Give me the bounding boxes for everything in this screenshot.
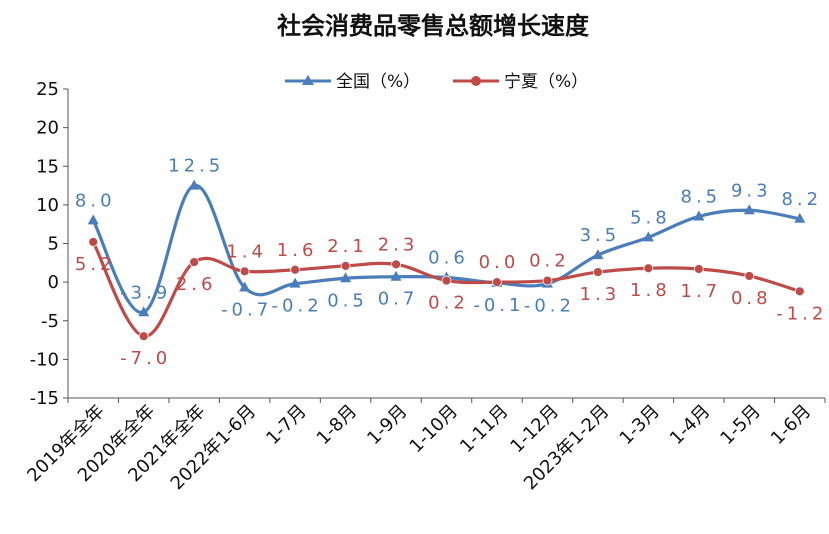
- y-tick-label: 25: [36, 79, 59, 100]
- x-tick-label: 1-9月: [363, 401, 411, 449]
- data-point-national: [188, 179, 200, 190]
- series-line-national: [91, 183, 801, 314]
- data-label-ningxia: 1.7: [681, 281, 722, 302]
- x-tick-label: 1-7月: [262, 401, 310, 449]
- data-label-national: 8.2: [781, 189, 822, 210]
- data-label-ningxia: 0.2: [428, 293, 469, 314]
- data-point-national: [239, 281, 251, 292]
- data-point-national: [87, 214, 99, 225]
- y-tick-label: 10: [36, 195, 59, 216]
- x-tick-label: 1-3月: [616, 401, 664, 449]
- y-tick-label: -5: [41, 311, 59, 332]
- data-label-national: -0.1: [473, 295, 524, 316]
- data-point-ningxia: [643, 263, 654, 274]
- data-label-ningxia: 2.3: [378, 234, 419, 255]
- data-point-ningxia: [340, 261, 351, 271]
- data-point-ningxia: [744, 271, 755, 281]
- data-label-national: -0.2: [524, 296, 575, 317]
- data-label-ningxia: 2.1: [327, 236, 368, 257]
- data-point-national: [642, 231, 654, 242]
- data-point-national: [289, 277, 301, 288]
- data-point-ningxia: [138, 331, 149, 342]
- data-label-ningxia: 0.8: [731, 288, 772, 309]
- x-tick-label: 1-4月: [666, 401, 714, 449]
- data-label-national: 0.7: [378, 289, 419, 310]
- data-label-ningxia: -1.2: [776, 303, 827, 324]
- data-point-ningxia: [593, 267, 603, 277]
- data-point-ningxia: [542, 275, 553, 286]
- data-label-ningxia: 5.2: [75, 254, 116, 275]
- x-tick-label: 1-8月: [313, 401, 361, 449]
- data-label-national: -0.2: [272, 296, 323, 317]
- y-tick-label: -15: [30, 388, 59, 409]
- y-tick-label: 0: [48, 272, 59, 293]
- data-label-national: 5.8: [630, 207, 671, 228]
- data-label-national: 0.5: [327, 290, 368, 311]
- x-tick-label: 1-5月: [716, 401, 764, 449]
- data-label-national: -0.7: [221, 300, 272, 321]
- data-label-national: 8.5: [681, 186, 722, 207]
- data-label-national: 0.6: [428, 247, 469, 268]
- data-point-ningxia: [794, 286, 805, 297]
- data-point-ningxia: [492, 277, 502, 288]
- data-point-ningxia: [189, 257, 200, 267]
- data-label-ningxia: 2.6: [176, 274, 217, 295]
- data-point-national: [390, 270, 402, 281]
- y-tick-label: 15: [36, 156, 59, 177]
- data-label-ningxia: 1.4: [226, 241, 267, 262]
- data-label-ningxia: 0.2: [529, 251, 570, 272]
- y-tick-label: 5: [48, 234, 59, 255]
- data-label-layer: 8.0-3.912.5-0.7 -0.2 0.5 0.70.6-0.1 -0.23.55…: [75, 156, 827, 370]
- data-point-national: [592, 249, 604, 260]
- chart-title: 社会消费品零售总额增长速度: [277, 12, 590, 40]
- legend: 全国（%） 宁夏（%）: [285, 72, 588, 92]
- data-point-ningxia: [441, 275, 452, 286]
- data-point-ningxia: [88, 237, 99, 247]
- data-label-national: 8.0: [75, 190, 116, 211]
- legend-circle-marker-icon: [471, 76, 481, 86]
- legend-triangle-marker-icon: [302, 75, 314, 85]
- data-point-ningxia: [290, 264, 301, 275]
- data-label-ningxia: 1.6: [277, 240, 318, 261]
- data-label-national: 9.3: [731, 180, 772, 201]
- legend-item-national: 全国（%）: [285, 72, 420, 92]
- data-point-national: [340, 272, 352, 283]
- data-label-ningxia: -7.0: [120, 348, 171, 369]
- legend-label-ningxia: 宁夏（%）: [504, 72, 588, 92]
- data-point-national: [693, 210, 705, 221]
- y-axis: -15 -10 -5 0 5 10 15 20 25: [30, 79, 69, 409]
- data-point-national: [743, 204, 755, 215]
- data-label-ningxia: 1.8: [630, 280, 671, 301]
- data-point-ningxia: [693, 264, 704, 274]
- data-label-ningxia: 1.3: [580, 284, 621, 305]
- data-label-ningxia: 0.0: [479, 252, 520, 273]
- series-layer: [87, 179, 806, 342]
- data-point-ningxia: [391, 259, 401, 270]
- legend-label-national: 全国（%）: [336, 72, 420, 92]
- data-label-national: 12.5: [168, 156, 224, 177]
- data-point-ningxia: [239, 266, 250, 277]
- x-tick-label: 1-11月: [456, 401, 512, 457]
- y-tick-label: 20: [36, 118, 59, 139]
- x-tick-label: 1-6月: [767, 401, 815, 449]
- data-point-national: [138, 306, 150, 317]
- data-label-national: -3.9: [120, 282, 171, 303]
- data-point-national: [794, 212, 806, 223]
- data-label-national: 3.5: [580, 225, 621, 246]
- x-tick-label: 1-10月: [406, 401, 462, 457]
- y-tick-label: -10: [30, 349, 59, 370]
- legend-item-ningxia: 宁夏（%）: [453, 72, 588, 92]
